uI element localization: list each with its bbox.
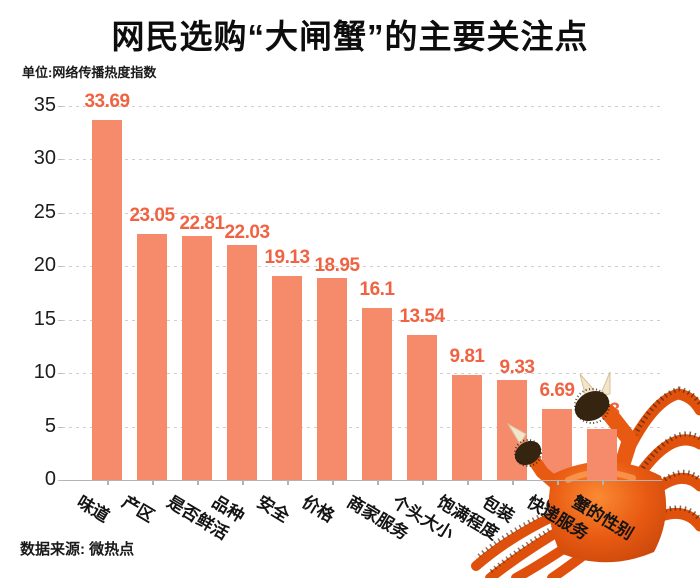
value-label-商家服务: 16.1 [359, 278, 395, 300]
source-label: 数据来源: 微热点 [20, 541, 135, 558]
bar-饱满程度 [452, 375, 482, 480]
bar-是否鲜活 [182, 236, 212, 480]
ytick-mark [58, 212, 63, 214]
xtick-mark [152, 481, 154, 485]
ytick-mark [58, 480, 63, 481]
value-label-产区: 23.05 [129, 204, 175, 226]
ytick-label-30: 30 [33, 147, 56, 170]
value-label-安全: 19.13 [264, 246, 310, 268]
xtick-mark [557, 481, 559, 485]
page-title: 网民选购“大闸蟹”的主要关注点 [111, 18, 589, 55]
ytick-label-10: 10 [33, 361, 56, 384]
value-label-快递服务: 6.69 [539, 379, 575, 401]
value-label-味道: 33.69 [84, 90, 130, 112]
ytick-label-35: 35 [33, 94, 56, 116]
gridline-30 [62, 159, 662, 161]
bar-价格 [317, 277, 347, 480]
bar-安全 [272, 275, 302, 480]
gridline-35 [62, 106, 662, 107]
ytick-mark [58, 266, 63, 268]
ytick-mark [58, 373, 63, 375]
xtick-mark [107, 481, 109, 485]
xtick-mark [242, 481, 244, 485]
crab-image [471, 371, 700, 578]
x-axis-line [62, 480, 662, 481]
xtick-mark [512, 481, 514, 485]
bar-蟹的性别 [587, 429, 617, 480]
crab-body [548, 461, 667, 563]
ytick-label-25: 25 [33, 200, 56, 223]
xtick-mark [602, 481, 604, 485]
bar-味道 [92, 119, 122, 480]
value-label-个头大小: 13.54 [399, 306, 445, 328]
value-label-品种: 22.03 [224, 221, 270, 243]
ytick-mark [58, 426, 63, 428]
xlabel-价格: 价格 [298, 492, 338, 527]
value-label-价格: 18.95 [314, 254, 360, 276]
xtick-mark [467, 481, 469, 485]
ytick-label-5: 5 [44, 414, 56, 437]
xtick-mark [422, 481, 424, 485]
xlabel-产区: 产区 [118, 492, 158, 527]
unit-label: 单位:网络传播热度指数 [22, 65, 157, 80]
ytick-label-20: 20 [33, 254, 56, 277]
ytick-mark [58, 159, 63, 161]
value-label-饱满程度: 9.81 [449, 346, 485, 368]
xtick-mark [287, 481, 289, 485]
bar-品种 [227, 244, 257, 480]
bar-产区 [137, 233, 167, 480]
ytick-mark [58, 319, 63, 321]
gridline-20 [62, 266, 662, 268]
crab-mitten-hairs [514, 388, 610, 467]
bar-个头大小 [407, 335, 437, 480]
ytick-label-0: 0 [44, 468, 56, 490]
gridline-25 [62, 212, 662, 214]
xtick-mark [197, 481, 199, 485]
ytick-mark [58, 106, 63, 107]
value-label-包装: 9.33 [499, 357, 535, 379]
xtick-mark [332, 481, 334, 485]
crab-bottom-leg-hairs [474, 508, 564, 574]
xlabel-味道: 味道 [73, 492, 113, 527]
bar-商家服务 [362, 307, 392, 480]
ytick-label-15: 15 [33, 307, 56, 330]
xlabel-安全: 安全 [253, 492, 293, 527]
xtick-mark [377, 481, 379, 485]
value-label-是否鲜活: 22.81 [179, 213, 225, 235]
